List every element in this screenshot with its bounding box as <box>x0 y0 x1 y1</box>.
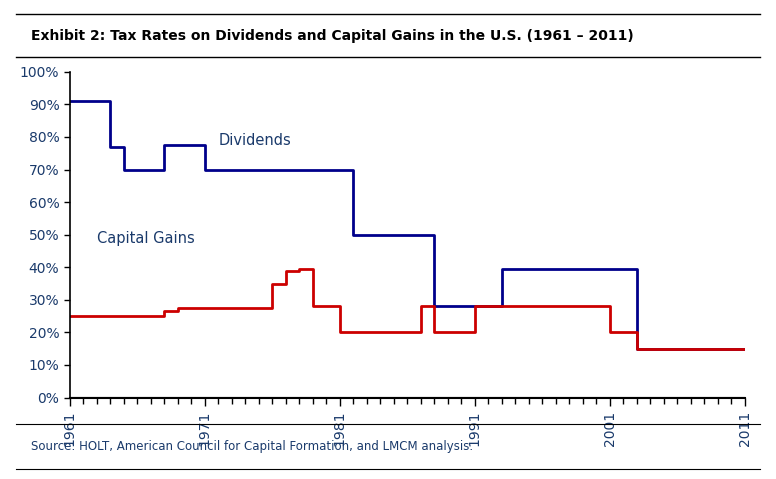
Text: Source: HOLT, American Council for Capital Formation, and LMCM analysis.: Source: HOLT, American Council for Capit… <box>31 440 473 453</box>
Text: Capital Gains: Capital Gains <box>97 231 195 246</box>
Text: Dividends: Dividends <box>218 133 291 148</box>
Text: Exhibit 2: Tax Rates on Dividends and Capital Gains in the U.S. (1961 – 2011): Exhibit 2: Tax Rates on Dividends and Ca… <box>31 29 634 43</box>
